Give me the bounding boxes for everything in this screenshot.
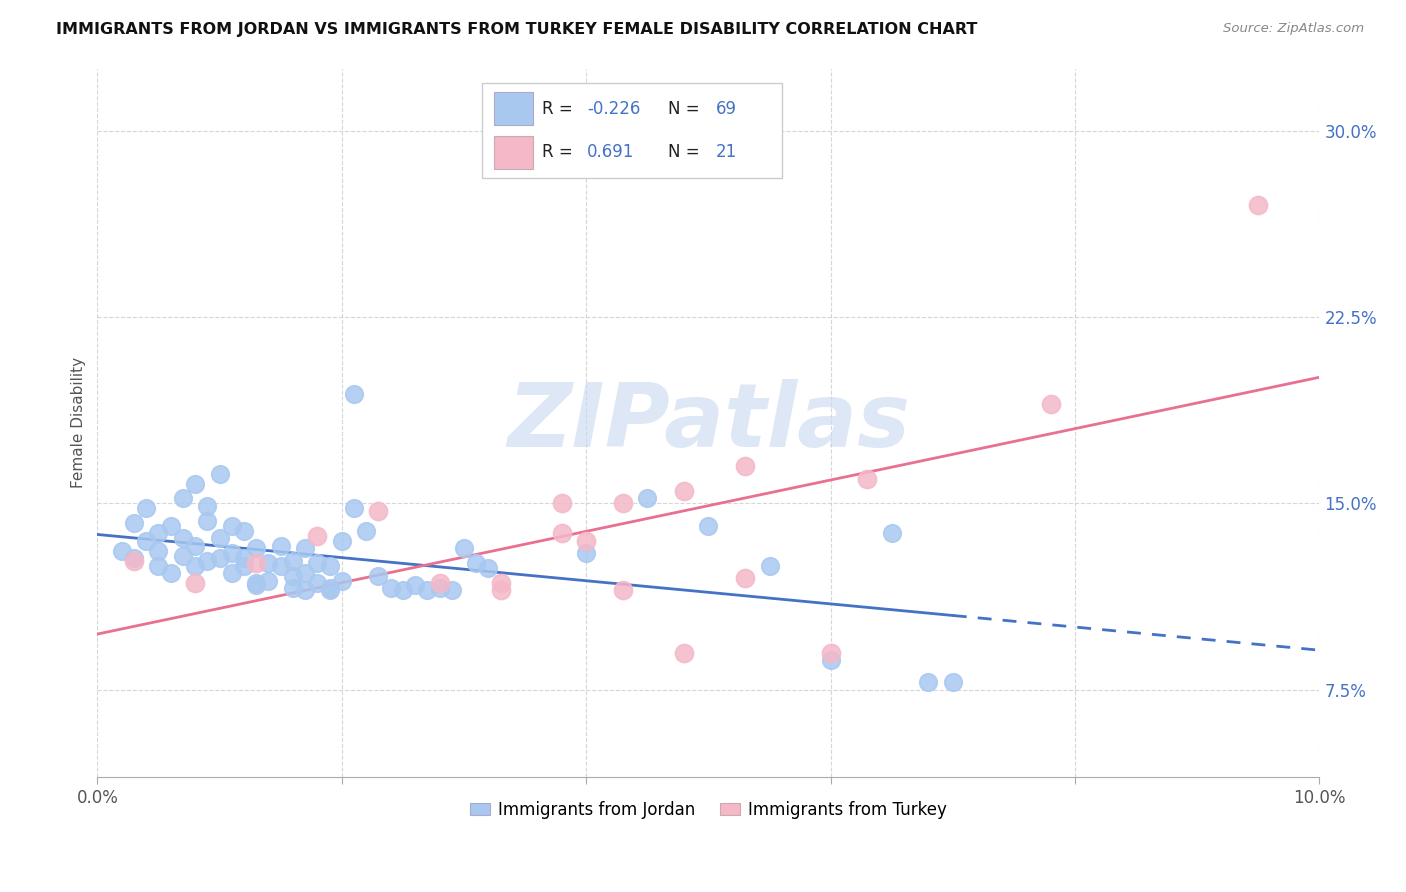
Point — [135, 533, 157, 548]
Point — [294, 583, 316, 598]
Point — [697, 519, 720, 533]
Point — [122, 516, 145, 531]
Point — [856, 472, 879, 486]
Point — [318, 581, 340, 595]
Y-axis label: Female Disability: Female Disability — [72, 357, 86, 488]
Point — [354, 524, 377, 538]
Point — [294, 566, 316, 580]
Point — [453, 541, 475, 556]
Point — [307, 576, 329, 591]
Point — [575, 546, 598, 560]
Point — [429, 581, 451, 595]
Point — [148, 543, 170, 558]
Point — [159, 519, 181, 533]
Point — [221, 566, 243, 580]
Point — [281, 554, 304, 568]
Point — [416, 583, 439, 598]
Point — [257, 574, 280, 588]
Point — [612, 496, 634, 510]
Point — [672, 483, 695, 498]
Point — [489, 583, 512, 598]
Point — [1039, 397, 1062, 411]
Point — [270, 558, 292, 573]
Text: IMMIGRANTS FROM JORDAN VS IMMIGRANTS FROM TURKEY FEMALE DISABILITY CORRELATION C: IMMIGRANTS FROM JORDAN VS IMMIGRANTS FRO… — [56, 22, 977, 37]
Point — [367, 568, 389, 582]
Point — [672, 646, 695, 660]
Point — [195, 514, 218, 528]
Point — [307, 556, 329, 570]
Point — [551, 526, 574, 541]
Point — [489, 576, 512, 591]
Point — [343, 501, 366, 516]
Point — [122, 554, 145, 568]
Point — [636, 491, 658, 506]
Point — [245, 578, 267, 592]
Point — [208, 531, 231, 545]
Point — [318, 558, 340, 573]
Point — [330, 574, 353, 588]
Point — [184, 576, 207, 591]
Point — [233, 558, 256, 573]
Text: ZIPatlas: ZIPatlas — [508, 379, 910, 467]
Point — [148, 558, 170, 573]
Point — [184, 558, 207, 573]
Point — [551, 496, 574, 510]
Point — [917, 675, 939, 690]
Point — [172, 549, 194, 563]
Point — [184, 539, 207, 553]
Point — [111, 543, 134, 558]
Point — [820, 646, 842, 660]
Point — [195, 554, 218, 568]
Point — [195, 499, 218, 513]
Point — [135, 501, 157, 516]
Point — [612, 583, 634, 598]
Point — [440, 583, 463, 598]
Point — [575, 533, 598, 548]
Point — [330, 533, 353, 548]
Point — [429, 576, 451, 591]
Point — [245, 556, 267, 570]
Point — [318, 583, 340, 598]
Text: Source: ZipAtlas.com: Source: ZipAtlas.com — [1223, 22, 1364, 36]
Point — [294, 541, 316, 556]
Point — [122, 551, 145, 566]
Point — [270, 539, 292, 553]
Point — [208, 551, 231, 566]
Point — [159, 566, 181, 580]
Point — [172, 531, 194, 545]
Point — [942, 675, 965, 690]
Point — [233, 551, 256, 566]
Point — [820, 653, 842, 667]
Legend: Immigrants from Jordan, Immigrants from Turkey: Immigrants from Jordan, Immigrants from … — [463, 794, 953, 825]
Point — [734, 459, 756, 474]
Point — [233, 524, 256, 538]
Point — [221, 519, 243, 533]
Point — [477, 561, 499, 575]
Point — [148, 526, 170, 541]
Point — [281, 568, 304, 582]
Point — [172, 491, 194, 506]
Point — [465, 556, 488, 570]
Point — [281, 581, 304, 595]
Point — [184, 476, 207, 491]
Point — [734, 571, 756, 585]
Point — [343, 387, 366, 401]
Point — [208, 467, 231, 481]
Point — [404, 578, 426, 592]
Point — [221, 546, 243, 560]
Point — [245, 576, 267, 591]
Point — [392, 583, 415, 598]
Point — [307, 529, 329, 543]
Point — [1247, 198, 1270, 212]
Point — [257, 556, 280, 570]
Point — [380, 581, 402, 595]
Point — [880, 526, 903, 541]
Point — [367, 504, 389, 518]
Point — [758, 558, 780, 573]
Point — [245, 541, 267, 556]
